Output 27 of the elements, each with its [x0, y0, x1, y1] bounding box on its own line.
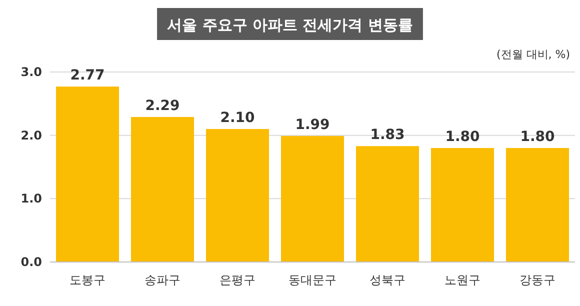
bar — [281, 136, 344, 262]
data-label: 2.10 — [220, 110, 256, 126]
x-tick-label: 성북구 — [370, 273, 406, 287]
chart-subtitle: (전월 대비, %) — [496, 48, 570, 61]
bar — [506, 148, 569, 262]
data-label: 1.83 — [370, 127, 405, 144]
x-tick-label: 노원구 — [444, 273, 480, 287]
y-tick-label: 2.0 — [20, 128, 42, 142]
bar — [206, 129, 269, 262]
bar — [431, 148, 494, 262]
bar — [56, 86, 119, 262]
data-label: 2.29 — [145, 98, 180, 114]
y-tick-label: 1.0 — [20, 192, 42, 206]
x-tick-label: 도봉구 — [70, 273, 106, 287]
data-label: 1.80 — [520, 129, 556, 145]
bar — [356, 146, 419, 262]
data-label: 2.77 — [70, 68, 105, 84]
data-label: 1.99 — [295, 116, 330, 133]
y-tick-label: 3.0 — [20, 65, 42, 79]
x-tick-label: 송파구 — [144, 273, 180, 287]
x-tick-label: 강동구 — [520, 273, 556, 287]
bar — [131, 116, 194, 262]
data-label: 1.80 — [445, 129, 480, 145]
y-tick-label: 0.0 — [20, 255, 42, 269]
x-tick-label: 동대문구 — [288, 273, 336, 287]
x-tick-label: 은평구 — [220, 273, 256, 287]
chart-title: 서울 주요구 아파트 전세가격 변동률 — [167, 16, 413, 34]
